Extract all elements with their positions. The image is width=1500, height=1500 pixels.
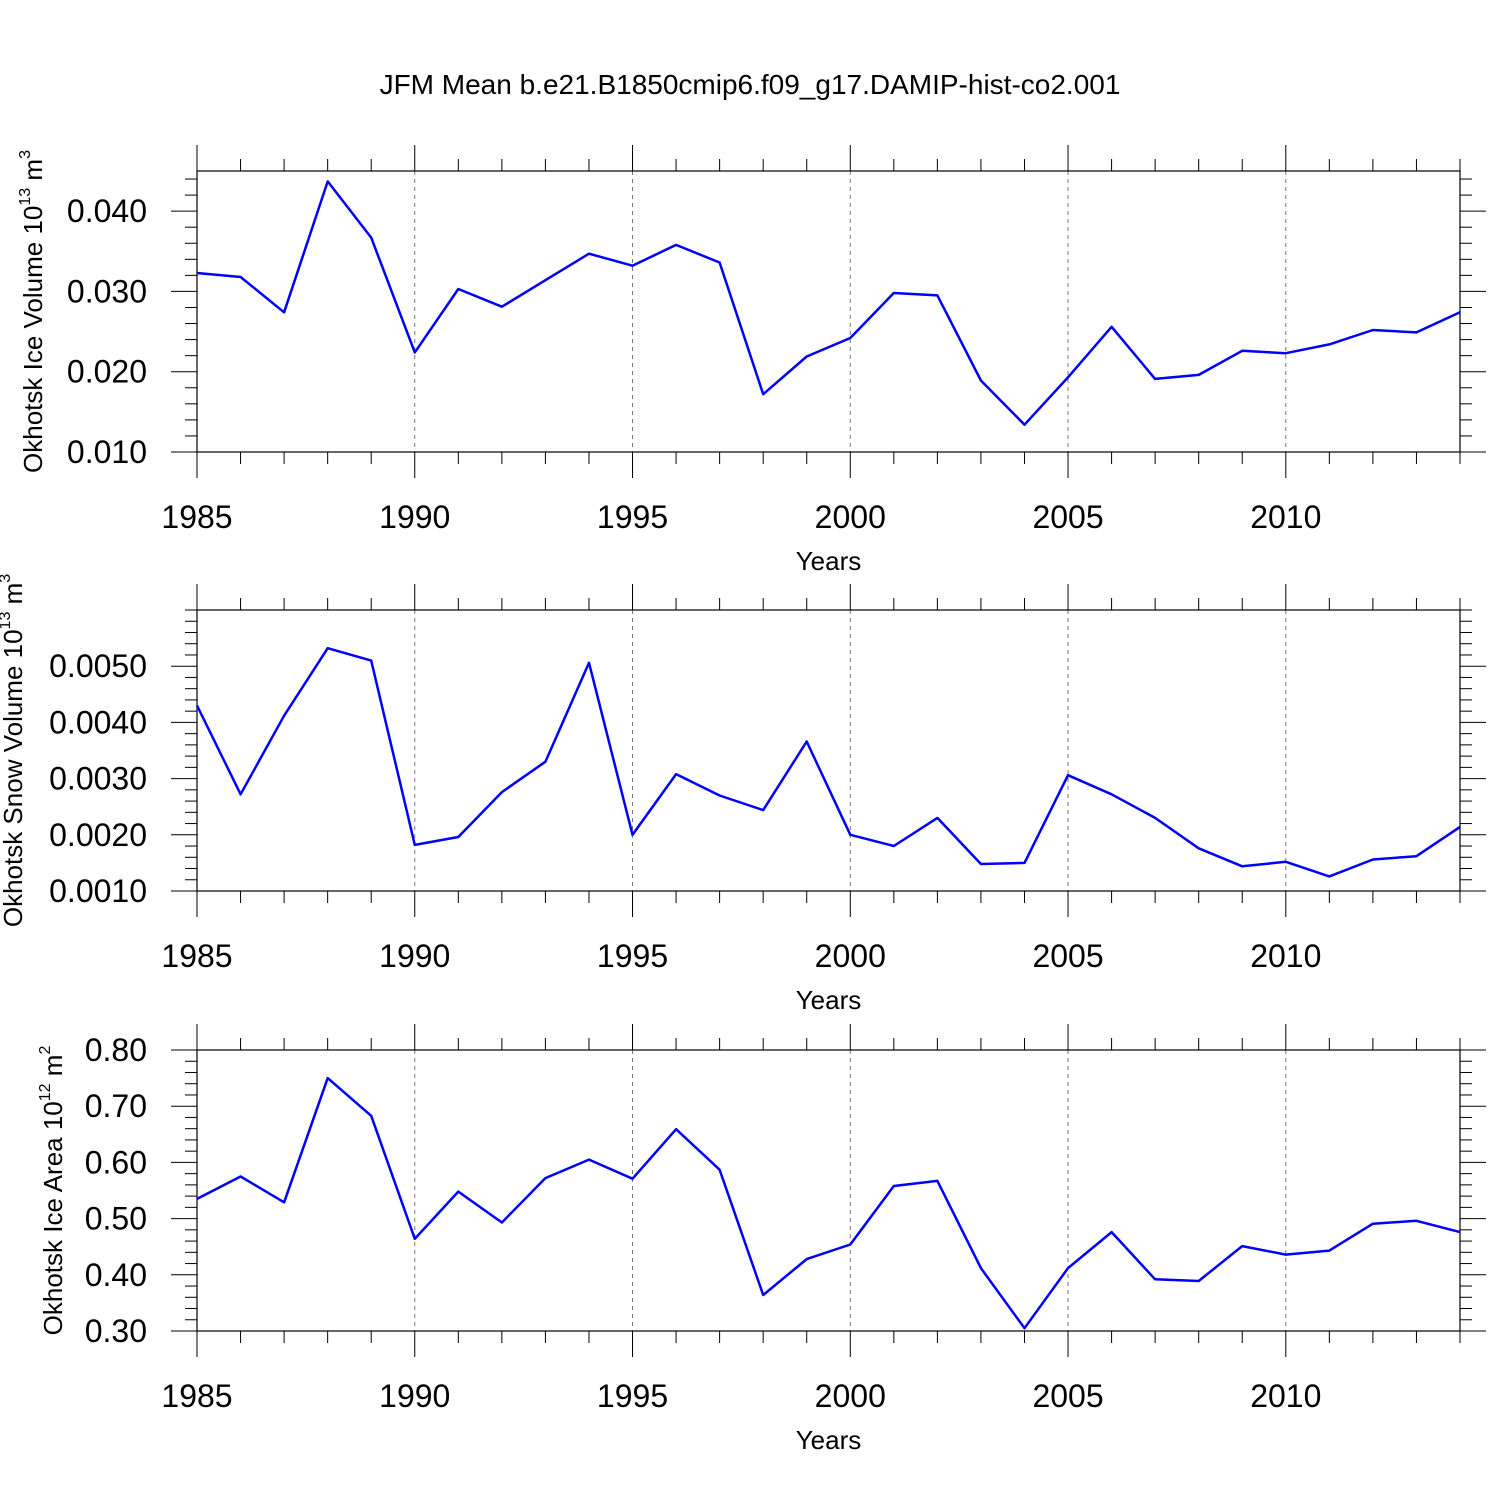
snow-volume-x-tick-label: 2010 xyxy=(1250,938,1321,974)
ice-area-series-line xyxy=(196,1076,1461,1330)
ice-area-plot-frame xyxy=(196,1049,1461,1332)
snow-volume-series-line xyxy=(195,646,1461,878)
ice-area-x-tick-label: 1995 xyxy=(597,1378,668,1414)
ice-volume-x-tick-label: 2005 xyxy=(1032,499,1103,535)
ice-area-x-tick-label: 2010 xyxy=(1250,1378,1321,1414)
ice-area-y-tick-label: 0.60 xyxy=(85,1144,147,1180)
ice-volume-x-tick-label: 2010 xyxy=(1250,499,1321,535)
snow-volume-y-tick-label: 0.0010 xyxy=(49,873,147,909)
ice-volume-y-tick-label: 0.030 xyxy=(67,273,147,309)
snow-volume-x-tick-label: 1995 xyxy=(597,938,668,974)
ice-volume-y-tick-label: 0.010 xyxy=(67,434,147,470)
ice-volume-y-tick-label: 0.040 xyxy=(67,193,147,229)
ice-area-y-axis-label: Okhotsk Ice Area 1012 m2 xyxy=(37,1046,68,1336)
snow-volume-panel: 1985 1990 1995 2000 2005 2010 Years 0.0010 0.002… xyxy=(0,574,1486,1015)
ice-area-x-tick-label: 2005 xyxy=(1032,1378,1103,1414)
snow-volume-x-tick-label: 2000 xyxy=(815,938,886,974)
ice-volume-x-axis-label: Years xyxy=(796,546,862,576)
snow-volume-x-tick-label: 1990 xyxy=(379,938,450,974)
ice-area-x-axis-label: Years xyxy=(796,1425,862,1455)
ice-area-y-tick-label: 0.30 xyxy=(85,1313,147,1349)
snow-volume-x-tick-label: 1985 xyxy=(161,938,232,974)
ice-area-y-tick-label: 0.50 xyxy=(85,1201,147,1237)
snow-volume-y-tick-label: 0.0020 xyxy=(49,817,147,853)
ice-volume-y-axis-label: Okhotsk Ice Volume 1013 m3 xyxy=(17,150,48,473)
ice-volume-plot-frame xyxy=(196,170,1461,453)
ice-volume-x-tick-label: 1995 xyxy=(597,499,668,535)
snow-volume-y-axis-label: Okhotsk Snow Volume 1013 m3 xyxy=(0,574,28,927)
figure-title: JFM Mean b.e21.B1850cmip6.f09_g17.DAMIP-… xyxy=(380,69,1121,100)
ice-area-y-tick-label: 0.80 xyxy=(85,1032,147,1068)
snow-volume-x-tick-label: 2005 xyxy=(1032,938,1103,974)
snow-volume-y-tick-label: 0.0030 xyxy=(49,761,147,797)
snow-volume-y-tick-label: 0.0050 xyxy=(49,648,147,684)
ice-volume-y-tick-label: 0.020 xyxy=(67,354,147,390)
snow-volume-plot-frame xyxy=(196,609,1461,892)
ice-area-x-tick-label: 2000 xyxy=(815,1378,886,1414)
ice-area-y-tick-label: 0.70 xyxy=(85,1088,147,1124)
ice-area-y-tick-label: 0.40 xyxy=(85,1257,147,1293)
ice-volume-x-tick-label: 1985 xyxy=(161,499,232,535)
snow-volume-x-axis-label: Years xyxy=(796,985,862,1015)
ice-area-panel: 1985 1990 1995 2000 2005 2010 Years 0.30 0.40 0.5… xyxy=(37,1024,1486,1455)
snow-volume-y-tick-label: 0.0040 xyxy=(49,704,147,740)
ice-volume-panel: 1985 1990 1995 2000 2005 2010 Years 0.010 0.020 0… xyxy=(17,145,1486,576)
ice-volume-x-tick-label: 1990 xyxy=(379,499,450,535)
ice-area-x-tick-label: 1990 xyxy=(379,1378,450,1414)
ice-volume-x-tick-label: 2000 xyxy=(815,499,886,535)
ice-volume-series-line xyxy=(196,180,1461,426)
ice-area-x-tick-label: 1985 xyxy=(161,1378,232,1414)
